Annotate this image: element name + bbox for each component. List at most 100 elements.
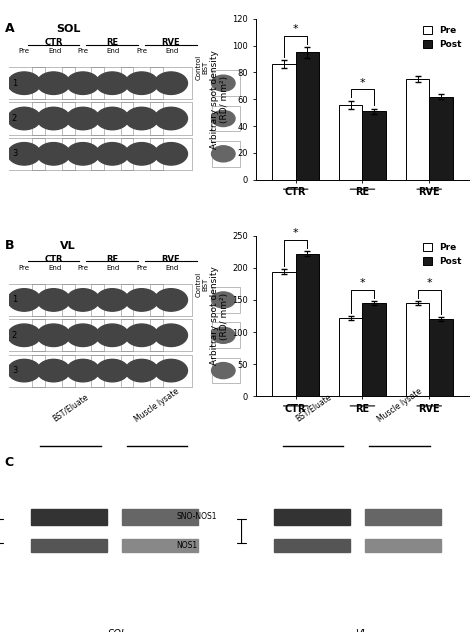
Text: C: C bbox=[5, 456, 14, 469]
Text: End: End bbox=[107, 265, 120, 270]
Bar bbox=[211, 106, 240, 131]
Circle shape bbox=[125, 289, 158, 311]
Circle shape bbox=[211, 292, 235, 308]
Text: 3: 3 bbox=[12, 149, 17, 159]
Bar bbox=[211, 141, 240, 167]
Bar bbox=[62, 138, 104, 170]
Circle shape bbox=[155, 107, 187, 130]
Circle shape bbox=[96, 107, 129, 130]
Bar bbox=[274, 509, 350, 525]
Circle shape bbox=[66, 289, 100, 311]
Circle shape bbox=[125, 360, 158, 382]
Circle shape bbox=[211, 146, 235, 162]
Bar bbox=[62, 67, 104, 99]
Text: Control
BST: Control BST bbox=[196, 54, 209, 80]
Text: CTR: CTR bbox=[44, 255, 63, 264]
Bar bbox=[120, 284, 163, 316]
Bar bbox=[273, 272, 296, 396]
Bar bbox=[339, 318, 363, 396]
Y-axis label: Arbitrary spot density
(RD/ mm²): Arbitrary spot density (RD/ mm²) bbox=[210, 50, 229, 149]
Bar bbox=[62, 102, 104, 135]
Bar bbox=[120, 67, 163, 99]
Text: BST/Eluate: BST/Eluate bbox=[51, 392, 90, 423]
Bar bbox=[273, 64, 296, 179]
Text: Pre: Pre bbox=[77, 48, 89, 54]
Bar bbox=[31, 539, 107, 552]
Text: Muscle lysate: Muscle lysate bbox=[133, 386, 181, 423]
Bar bbox=[91, 355, 133, 387]
Bar bbox=[91, 138, 133, 170]
Bar bbox=[122, 539, 198, 552]
Bar bbox=[150, 355, 192, 387]
Bar bbox=[406, 79, 429, 179]
Circle shape bbox=[37, 143, 70, 165]
Bar bbox=[365, 539, 441, 552]
Bar bbox=[150, 319, 192, 351]
Text: B: B bbox=[5, 239, 14, 252]
Circle shape bbox=[8, 324, 41, 346]
Bar bbox=[274, 539, 350, 552]
Text: End: End bbox=[48, 48, 61, 54]
Text: Muscle lysate: Muscle lysate bbox=[376, 386, 424, 423]
Circle shape bbox=[66, 324, 100, 346]
Bar bbox=[31, 509, 107, 525]
Text: End: End bbox=[165, 48, 179, 54]
Text: Pre: Pre bbox=[18, 265, 30, 270]
Bar bbox=[62, 284, 104, 316]
Bar bbox=[32, 355, 75, 387]
Circle shape bbox=[8, 360, 41, 382]
Text: SOL: SOL bbox=[108, 629, 128, 632]
Bar bbox=[120, 319, 163, 351]
Text: VL: VL bbox=[60, 241, 76, 250]
Text: *: * bbox=[427, 278, 432, 288]
Circle shape bbox=[155, 72, 187, 94]
Bar bbox=[120, 102, 163, 135]
Circle shape bbox=[211, 75, 235, 91]
Bar bbox=[3, 284, 46, 316]
Bar bbox=[211, 70, 240, 96]
Text: 3: 3 bbox=[12, 366, 17, 375]
Text: *: * bbox=[293, 228, 299, 238]
Text: Pre: Pre bbox=[18, 48, 30, 54]
Circle shape bbox=[66, 360, 100, 382]
Text: Pre: Pre bbox=[77, 265, 89, 270]
Circle shape bbox=[96, 289, 129, 311]
Circle shape bbox=[8, 107, 41, 130]
Bar bbox=[120, 355, 163, 387]
Circle shape bbox=[66, 107, 100, 130]
Text: Pre: Pre bbox=[136, 265, 147, 270]
Bar bbox=[363, 303, 386, 396]
Bar bbox=[32, 102, 75, 135]
Text: Control
BST: Control BST bbox=[196, 271, 209, 296]
Bar bbox=[3, 138, 46, 170]
Circle shape bbox=[125, 324, 158, 346]
Bar bbox=[91, 102, 133, 135]
Bar bbox=[211, 287, 240, 313]
Text: NOS1: NOS1 bbox=[176, 541, 198, 550]
Text: CTR: CTR bbox=[44, 38, 63, 47]
Text: RVE: RVE bbox=[162, 38, 180, 47]
Bar bbox=[211, 358, 240, 384]
Circle shape bbox=[37, 360, 70, 382]
Bar bbox=[339, 104, 363, 179]
Bar bbox=[91, 319, 133, 351]
Circle shape bbox=[96, 72, 129, 94]
Text: 1: 1 bbox=[12, 295, 17, 305]
Legend: Pre, Post: Pre, Post bbox=[420, 240, 465, 269]
Bar bbox=[62, 355, 104, 387]
Circle shape bbox=[211, 111, 235, 126]
Text: *: * bbox=[360, 78, 365, 88]
Bar bbox=[150, 138, 192, 170]
Bar bbox=[211, 322, 240, 348]
Bar bbox=[32, 138, 75, 170]
Bar bbox=[296, 52, 319, 179]
Bar bbox=[365, 509, 441, 525]
Bar bbox=[406, 303, 429, 396]
Text: SNO-NOS1: SNO-NOS1 bbox=[176, 512, 217, 521]
Circle shape bbox=[8, 143, 41, 165]
Text: *: * bbox=[293, 24, 299, 34]
Text: RVE: RVE bbox=[162, 255, 180, 264]
Bar bbox=[3, 67, 46, 99]
Text: *: * bbox=[360, 278, 365, 288]
Text: RE: RE bbox=[106, 38, 118, 47]
